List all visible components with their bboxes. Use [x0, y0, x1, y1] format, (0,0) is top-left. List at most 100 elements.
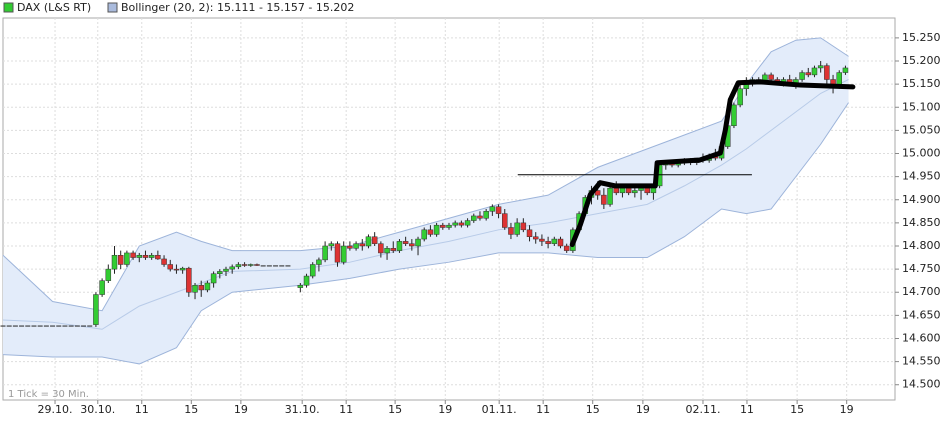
x-tick-label: 11 — [135, 403, 149, 416]
candle-body — [309, 264, 316, 277]
candle-body — [532, 236, 539, 240]
candle-body — [217, 271, 223, 274]
y-tick-label: 14.500 — [902, 378, 940, 391]
candle-body — [31, 325, 37, 327]
candle-body — [161, 258, 167, 265]
candle-body — [384, 248, 390, 254]
candle-body — [179, 267, 186, 271]
candle-body — [241, 264, 248, 266]
candle-body — [186, 267, 192, 293]
candle-body — [625, 187, 632, 194]
candle-body — [526, 229, 533, 237]
candle-body — [93, 294, 99, 325]
candle-body — [458, 222, 465, 226]
candle-body — [68, 325, 74, 327]
candle-body — [371, 236, 378, 244]
candle-body — [340, 245, 347, 263]
candle-body — [248, 264, 254, 266]
bollinger-middle — [2, 79, 849, 330]
candle-body — [520, 222, 527, 231]
candle-body — [87, 325, 93, 327]
candle-body — [433, 224, 440, 235]
x-tick-label: 31.10. — [285, 403, 320, 416]
candle-body — [471, 215, 477, 221]
candle-body — [619, 187, 626, 194]
legend-swatch — [3, 2, 14, 13]
candle-body — [99, 280, 105, 295]
y-tick-label: 14.900 — [902, 193, 940, 206]
candle-body — [173, 268, 180, 271]
candle-body — [266, 265, 272, 267]
candle-body — [427, 229, 434, 235]
candle-body — [303, 275, 310, 286]
candle-body — [359, 243, 366, 247]
candle-body — [117, 254, 124, 265]
x-tick-label: 11 — [536, 403, 550, 416]
candle-body — [799, 72, 805, 80]
candle-body — [390, 248, 396, 251]
candle-body — [328, 243, 335, 247]
y-tick-label: 15.050 — [902, 123, 940, 136]
candle-body — [415, 238, 421, 247]
candle-body — [824, 65, 830, 80]
candle-body — [508, 227, 514, 235]
y-tick-label: 14.750 — [902, 262, 940, 275]
candle-body — [514, 222, 520, 235]
candle-body — [19, 325, 25, 327]
candle-body — [12, 325, 18, 327]
candle-body — [50, 325, 56, 327]
drawn-line — [569, 79, 856, 248]
candle-body — [347, 245, 353, 249]
y-tick-label: 14.800 — [902, 239, 940, 252]
candle-body — [316, 259, 322, 265]
candle-body — [210, 273, 217, 284]
candle-body — [817, 65, 824, 69]
candle-body — [25, 325, 31, 327]
bollinger-lower — [2, 102, 849, 365]
candle-body — [842, 67, 849, 73]
candle-body — [545, 241, 551, 244]
candle-body — [632, 190, 638, 194]
candle-body — [297, 285, 304, 288]
x-tick-label: 15 — [184, 403, 198, 416]
x-tick-label: 19 — [636, 403, 650, 416]
y-tick-label: 15.150 — [902, 77, 940, 90]
candle-body — [0, 325, 6, 327]
candle-body — [365, 236, 372, 247]
candle-body — [285, 265, 291, 267]
x-tick-label: 11 — [339, 403, 353, 416]
legend-label: DAX (L&S RT) — [17, 1, 91, 14]
y-tick-label: 14.700 — [902, 285, 940, 298]
candle-body — [421, 229, 427, 240]
y-tick-label: 15.000 — [902, 147, 940, 160]
candle-body — [322, 245, 328, 261]
x-tick-label: 15 — [790, 403, 804, 416]
candle-body — [402, 241, 409, 244]
candle-body — [446, 224, 452, 228]
candle-body — [613, 187, 619, 194]
candle-body — [124, 252, 130, 265]
candle-body — [551, 238, 558, 244]
candle-body — [353, 243, 359, 249]
candle-body — [607, 187, 613, 205]
candle-body — [594, 190, 601, 196]
candle-body — [768, 74, 774, 80]
candle-body — [396, 241, 403, 251]
candle-body — [6, 325, 12, 327]
candle-body — [731, 104, 737, 127]
candle-body — [638, 187, 644, 191]
candle-body — [539, 238, 545, 242]
candle-body — [502, 213, 508, 228]
x-tick-label: 19 — [234, 403, 248, 416]
candle-body — [81, 325, 87, 327]
candle-body — [409, 243, 415, 247]
y-tick-label: 14.550 — [902, 355, 940, 368]
x-tick-label: 30.10. — [80, 403, 115, 416]
y-tick-label: 15.100 — [902, 100, 940, 113]
candle-body — [477, 215, 483, 219]
y-tick-label: 15.200 — [902, 54, 940, 67]
x-tick-label: 19 — [840, 403, 854, 416]
candle-body — [644, 187, 650, 194]
candle-body — [464, 220, 471, 226]
